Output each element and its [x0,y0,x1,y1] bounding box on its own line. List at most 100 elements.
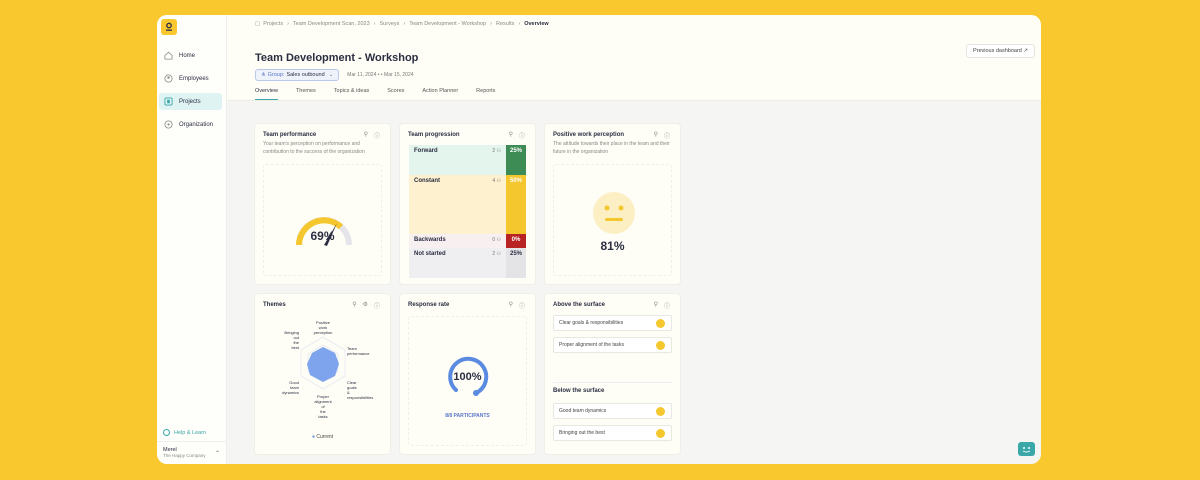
group-value: Sales outbound [286,72,325,78]
chat-widget-button[interactable] [1018,442,1035,456]
tab-overview[interactable]: Overview [255,88,278,100]
help-learn-link[interactable]: Help & Learn [163,429,206,436]
row-label: Constant [414,178,440,184]
svg-text:of: of [321,404,325,409]
pin-icon[interactable]: ⚲ [653,302,658,308]
above-surface-title: Above the surface [553,302,606,308]
below-item[interactable]: Good team dynamics [553,403,672,419]
legend-current: Current [316,434,334,440]
breadcrumb: ▢ Projects › Team Development Scan, 2023 ›… [255,21,549,27]
app-logo[interactable] [161,19,177,35]
response-container: 100% 8/8 PARTICIPANTS [408,316,527,446]
filters: ⋔ Group: Sales outbound ⌄ Mar 11, 2024 •… [255,69,414,81]
gauge-container: 69% [263,164,382,276]
svg-text:Positive: Positive [316,320,331,325]
breadcrumb-projects[interactable]: Projects [263,21,284,27]
neutral-face-icon [593,192,635,234]
row-count: 2 [492,251,496,257]
info-icon[interactable]: ⓘ [663,134,670,140]
info-icon[interactable]: ⓘ [518,304,525,310]
breadcrumb-separator: › [490,21,493,27]
above-item[interactable]: Clear goals & responsibilities [553,315,672,331]
date-separator: • • [377,72,385,78]
pin-icon[interactable]: ⚲ [352,302,357,308]
date-range: Mar 11, 2024 • • Mar 15, 2024 [347,72,413,78]
sidebar-item-home[interactable]: Home [159,47,222,64]
gauge-chart [296,217,352,246]
company-name: The Happy Company [163,453,206,458]
radar-legend: ● Current [255,434,390,440]
item-label: Good team dynamics [559,408,607,414]
tab-themes[interactable]: Themes [295,88,316,94]
row-percent: 25% [506,248,526,278]
svg-text:alignment: alignment [314,399,332,404]
info-icon[interactable]: ⓘ [373,134,380,140]
group-icon: ⋔ [261,72,266,78]
sidebar-item-label: Projects [179,98,201,105]
breadcrumb-separator: › [373,21,376,27]
pin-icon[interactable]: ⚲ [653,132,658,138]
sidebar-item-label: Home [179,52,196,59]
row-percent: 0% [506,234,526,248]
themes-card: Themes ⚲ ⚙ ⓘ Positive work perception Team… [254,293,391,455]
item-label: Proper alignment of the tasks [559,342,625,348]
user-name: Merel [163,447,177,453]
sidebar-item-employees[interactable]: Employees [159,70,222,87]
row-count: 0 [492,237,496,243]
sidebar-item-projects[interactable]: Projects [159,93,222,110]
breadcrumb-separator: › [518,21,521,27]
pin-icon[interactable]: ⚲ [508,132,513,138]
below-item[interactable]: Bringing out the best [553,425,672,441]
breadcrumb-results[interactable]: Results [496,21,515,27]
pin-icon[interactable]: ⚲ [508,302,513,308]
page-header: ▢ Projects › Team Development Scan, 2023 ›… [227,15,1041,101]
info-icon[interactable]: ⓘ [518,134,525,140]
chat-bot-icon [1022,447,1031,453]
card-title: Response rate [408,302,450,308]
svg-text:the: the [293,340,299,345]
app-window: Home Employees Projects Organization Hel… [157,15,1041,464]
info-icon[interactable]: ⓘ [373,304,380,310]
card-actions: ⚲ ⚙ ⓘ [352,301,380,310]
breadcrumb-scan[interactable]: Team Development Scan, 2023 [292,21,370,27]
svg-text:best: best [291,345,299,350]
help-icon [163,429,170,436]
settings-icon[interactable]: ⚙ [362,302,368,308]
svg-text:dynamics: dynamics [282,390,299,395]
row-percent: 50% [506,175,526,234]
card-actions: ⚲ ⓘ [364,131,380,140]
breadcrumb-separator: › [287,21,289,27]
breadcrumb-separator: › [403,21,406,27]
chevron-up-icon: ⌃ [214,451,220,457]
tab-topics-ideas[interactable]: Topics & ideas [333,88,370,94]
previous-dashboard-button[interactable]: Previous dashboard ↗ [965,44,1035,58]
date-start: Mar 11, 2024 [347,72,377,78]
previous-dashboard-label: Previous dashboard [972,48,1022,54]
pin-icon[interactable]: ⚲ [363,132,368,138]
user-menu[interactable]: Merel The Happy Company ⌃ [157,441,226,463]
svg-text:work: work [319,325,327,330]
tab-reports[interactable]: Reports [476,88,496,94]
info-icon[interactable]: ⓘ [663,304,670,310]
tab-scores[interactable]: Scores [387,88,405,94]
sidebar-item-label: Organization [179,121,214,128]
breadcrumb-workshop[interactable]: Team Development - Workshop [409,21,487,27]
svg-text:&: & [347,390,350,395]
projects-icon [163,97,173,107]
breadcrumb-surveys[interactable]: Surveys [379,21,400,27]
progression-row-not-started: Not started 2 ⚇ 25% [409,248,526,278]
sidebar-item-organization[interactable]: Organization [159,116,222,133]
tab-action-planner[interactable]: Action Planner [422,88,459,94]
folder-icon: ▢ [255,21,261,27]
group-selector[interactable]: ⋔ Group: Sales outbound ⌄ [255,69,340,81]
people-icon: ⚇ [496,178,501,184]
water-divider [553,382,672,383]
progression-row-constant: Constant 4 ⚇ 50% [409,175,526,234]
logo-icon [166,22,172,31]
team-performance-card: Team performance Your team's perception … [254,123,391,285]
help-label: Help & Learn [174,429,207,436]
above-item[interactable]: Proper alignment of the tasks [553,337,672,353]
progression-row-forward: Forward 2 ⚇ 25% [409,145,526,175]
team-progression-card: Team progression ⚲ ⓘ Forward 2 ⚇ 25% Const… [399,123,536,285]
svg-text:Proper: Proper [317,394,330,399]
